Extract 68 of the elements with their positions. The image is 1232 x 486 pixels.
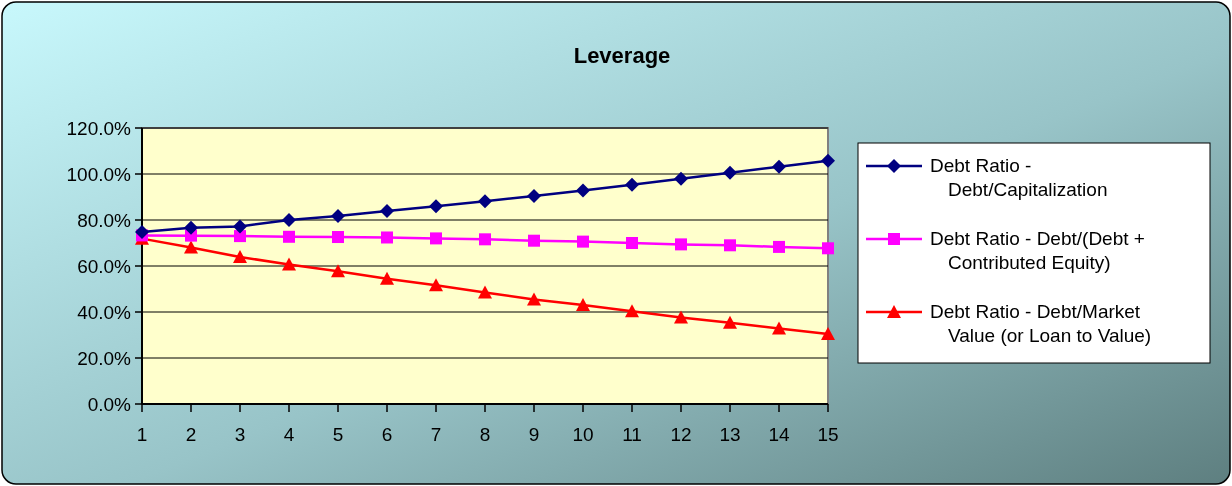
point bbox=[478, 285, 492, 299]
y-tick-label: 0.0% bbox=[87, 393, 132, 415]
point bbox=[772, 159, 786, 174]
point bbox=[723, 165, 737, 180]
x-tick-label: 5 bbox=[332, 424, 344, 445]
point bbox=[724, 239, 736, 252]
point bbox=[430, 232, 442, 245]
x-tick-label: 1 bbox=[136, 424, 148, 445]
x-tick-label: 7 bbox=[430, 424, 442, 445]
point bbox=[577, 235, 589, 248]
x-tick-label: 12 bbox=[670, 424, 692, 445]
point bbox=[675, 238, 687, 251]
point bbox=[821, 153, 835, 168]
x-tick-label: 15 bbox=[817, 424, 839, 445]
point bbox=[135, 224, 149, 239]
point bbox=[380, 271, 394, 285]
x-tick-label: 9 bbox=[528, 424, 540, 445]
y-tick-label: 40.0% bbox=[77, 301, 132, 323]
point bbox=[625, 177, 639, 192]
x-tick-label: 11 bbox=[622, 424, 642, 445]
x-tick-label: 6 bbox=[381, 424, 393, 445]
y-tick-label: 80.0% bbox=[77, 209, 132, 231]
point bbox=[380, 204, 394, 219]
point bbox=[331, 264, 345, 278]
x-tick-label: 3 bbox=[234, 424, 246, 445]
point bbox=[282, 213, 296, 227]
point bbox=[723, 315, 737, 329]
point bbox=[381, 231, 393, 244]
point bbox=[576, 183, 590, 198]
x-tick-label: 14 bbox=[768, 424, 790, 445]
x-tick-label: 8 bbox=[479, 424, 491, 445]
point bbox=[429, 278, 443, 292]
point bbox=[283, 230, 295, 243]
point bbox=[528, 234, 540, 247]
point bbox=[331, 209, 345, 224]
x-tick-label: 4 bbox=[283, 424, 295, 445]
y-tick-label: 60.0% bbox=[77, 255, 132, 277]
legend-label: Debt Ratio - Debt/Market Value (or Loan to Value) bbox=[930, 301, 1152, 346]
point bbox=[233, 250, 247, 264]
x-tick-label: 13 bbox=[719, 424, 741, 445]
point bbox=[576, 298, 590, 312]
point bbox=[234, 230, 246, 243]
chart-title: Leverage bbox=[573, 43, 671, 68]
point bbox=[674, 310, 688, 324]
point bbox=[184, 240, 198, 254]
point bbox=[282, 257, 296, 271]
point bbox=[626, 237, 638, 249]
point bbox=[822, 242, 834, 255]
x-tick-label: 10 bbox=[572, 424, 594, 445]
point bbox=[478, 194, 492, 209]
point bbox=[625, 304, 639, 318]
point bbox=[233, 219, 247, 234]
point bbox=[527, 189, 541, 204]
point bbox=[184, 220, 198, 235]
legend-label: Debt Ratio - Debt/(Debt + Contributed Equity) bbox=[930, 228, 1145, 273]
point bbox=[479, 233, 491, 246]
point bbox=[773, 240, 785, 253]
point bbox=[429, 199, 443, 214]
x-tick-label: 2 bbox=[185, 424, 197, 445]
y-tick-label: 120.0% bbox=[66, 117, 132, 139]
y-tick-label: 20.0% bbox=[77, 347, 132, 369]
point bbox=[332, 231, 344, 244]
point bbox=[527, 292, 541, 306]
legend-label: Debt Ratio - Debt/Capitalization bbox=[930, 155, 1108, 200]
point bbox=[674, 171, 688, 186]
point bbox=[772, 321, 786, 335]
point bbox=[821, 327, 835, 341]
y-tick-label: 100.0% bbox=[66, 163, 132, 185]
